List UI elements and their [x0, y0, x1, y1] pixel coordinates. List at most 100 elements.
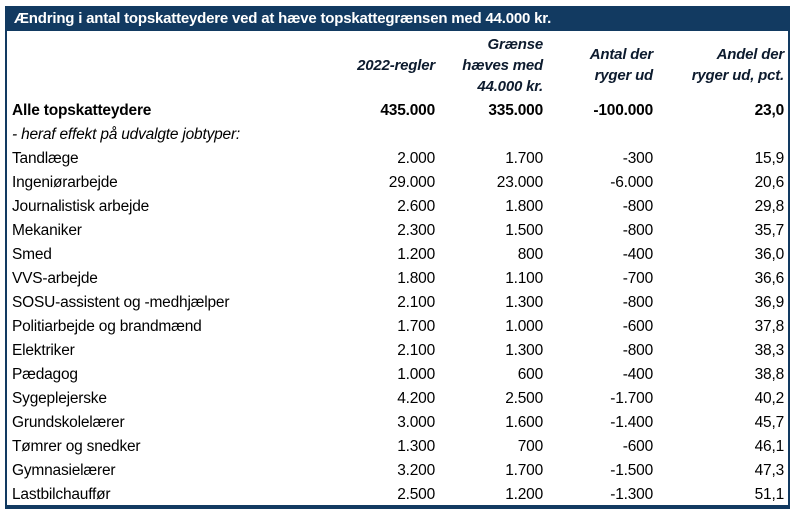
row-value: -600 — [622, 438, 653, 455]
row-value: 36,0 — [754, 246, 785, 263]
row-value: -300 — [622, 150, 653, 167]
row-value — [547, 123, 657, 147]
row-value: 29.000 — [388, 174, 435, 191]
row-value: 35,7 — [754, 222, 785, 239]
row-label: Sygeplejerske — [12, 390, 107, 407]
row-value: 1.300 — [397, 438, 435, 455]
row-value: 40,2 — [754, 390, 785, 407]
header-label: Andel der ryger ud, pct. — [691, 46, 784, 84]
row-label: Elektriker — [12, 342, 75, 359]
table-row: Grundskolelærer 3.000 1.600 -1.400 45,7 — [7, 411, 788, 435]
row-value: 700 — [517, 438, 543, 455]
table-row: Gymnasielærer 3.200 1.700 -1.500 47,3 — [7, 459, 788, 483]
row-label: Ingeniørarbejde — [12, 174, 118, 191]
row-value: 1.800 — [397, 270, 435, 287]
row-value: 1.600 — [505, 414, 543, 431]
row-value: 37,8 — [754, 318, 785, 335]
row-value: 1.100 — [505, 270, 543, 287]
row-value: 2.000 — [397, 150, 435, 167]
header-label: 2022-regler — [357, 56, 435, 74]
row-value: 2.600 — [397, 198, 435, 215]
row-value: 3.200 — [397, 462, 435, 479]
row-value: 2.300 — [397, 222, 435, 239]
row-label: Gymnasielærer — [12, 462, 116, 479]
table-row: Tømrer og snedker 1.300 700 -600 46,1 — [7, 435, 788, 459]
row-value: -400 — [622, 366, 653, 383]
row-label: Pædagog — [12, 366, 78, 383]
row-label: Politiarbejde og brandmænd — [12, 318, 202, 335]
header-andel-ryger-ud: Andel der ryger ud, pct. — [657, 44, 788, 86]
row-label: Mekaniker — [12, 222, 82, 239]
row-value: -800 — [622, 198, 653, 215]
header-graense-haeves: Grænse hæves med 44.000 kr. — [439, 34, 547, 97]
row-value: 3.000 — [397, 414, 435, 431]
row-value: 1.000 — [397, 366, 435, 383]
row-value — [439, 123, 547, 147]
table-row: Smed 1.200 800 -400 36,0 — [7, 243, 788, 267]
row-value: 1.700 — [505, 150, 543, 167]
row-label: SOSU-assistent og -medhjælper — [12, 294, 230, 311]
row-value: -800 — [622, 222, 653, 239]
table-row: Lastbilchauffør 2.500 1.200 -1.300 51,1 — [7, 483, 788, 507]
table-row: Mekaniker 2.300 1.500 -800 35,7 — [7, 219, 788, 243]
row-value: 4.200 — [397, 390, 435, 407]
table-row: SOSU-assistent og -medhjælper 2.100 1.300 -… — [7, 291, 788, 315]
row-value: 1.200 — [397, 246, 435, 263]
row-value: 38,3 — [754, 342, 785, 359]
row-value: 600 — [517, 366, 543, 383]
row-value: -600 — [622, 318, 653, 335]
table-row: Tandlæge 2.000 1.700 -300 15,9 — [7, 147, 788, 171]
row-label: Smed — [12, 246, 52, 263]
row-value: 51,1 — [754, 486, 785, 503]
header-label: Grænse hæves med 44.000 kr. — [462, 35, 543, 95]
table-body: Alle topskatteydere 435.000 335.000 -100.00… — [7, 99, 788, 507]
statistics-table: Ændring i antal topskatteydere ved at hæ… — [5, 6, 790, 509]
header-label: Antal der ryger ud — [589, 46, 653, 84]
row-value: -400 — [622, 246, 653, 263]
row-value: 2.100 — [397, 294, 435, 311]
row-label: Grundskolelærer — [12, 414, 125, 431]
row-label: Tømrer og snedker — [12, 438, 141, 455]
row-value: 1.500 — [505, 222, 543, 239]
row-value: 36,6 — [754, 270, 785, 287]
table-row: Journalistisk arbejde 2.600 1.800 -800 29,8 — [7, 195, 788, 219]
row-value: 1.800 — [505, 198, 543, 215]
row-value: -1.400 — [610, 414, 653, 431]
row-value: -6.000 — [610, 174, 653, 191]
row-label: VVS-arbejde — [12, 270, 98, 287]
row-value: 2.500 — [397, 486, 435, 503]
row-value: 1.200 — [505, 486, 543, 503]
row-value: -100.000 — [593, 102, 653, 119]
row-value: 15,9 — [754, 150, 785, 167]
row-value: -700 — [622, 270, 653, 287]
row-value: 23,0 — [754, 102, 785, 119]
row-value: 29,8 — [754, 198, 785, 215]
table-row: Pædagog 1.000 600 -400 38,8 — [7, 363, 788, 387]
row-value: 2.500 — [505, 390, 543, 407]
row-value — [329, 123, 439, 147]
row-label: - heraf effekt på udvalgte jobtyper: — [12, 126, 241, 143]
table-row: Sygeplejerske 4.200 2.500 -1.700 40,2 — [7, 387, 788, 411]
row-value: -800 — [622, 342, 653, 359]
row-value: -1.700 — [610, 390, 653, 407]
table-row: - heraf effekt på udvalgte jobtyper: — [7, 123, 788, 147]
row-value: 46,1 — [754, 438, 785, 455]
row-value: -800 — [622, 294, 653, 311]
row-value: 38,8 — [754, 366, 785, 383]
row-label: Alle topskatteydere — [12, 102, 152, 119]
header-antal-ryger-ud: Antal der ryger ud — [547, 44, 657, 86]
row-label: Lastbilchauffør — [12, 486, 111, 503]
row-label: Tandlæge — [12, 150, 79, 167]
table-row: VVS-arbejde 1.800 1.100 -700 36,6 — [7, 267, 788, 291]
row-value: -1.500 — [610, 462, 653, 479]
table-title: Ændring i antal topskatteydere ved at hæ… — [7, 6, 788, 31]
header-2022-regler: 2022-regler — [329, 55, 439, 76]
row-value: 1.300 — [505, 294, 543, 311]
row-value: 47,3 — [754, 462, 785, 479]
row-value: 2.100 — [397, 342, 435, 359]
table-row: Ingeniørarbejde 29.000 23.000 -6.000 20,6 — [7, 171, 788, 195]
row-value: 23.000 — [496, 174, 543, 191]
table-row: Politiarbejde og brandmænd 1.700 1.000 -600… — [7, 315, 788, 339]
row-value: 335.000 — [488, 102, 543, 119]
table-row: Elektriker 2.100 1.300 -800 38,3 — [7, 339, 788, 363]
